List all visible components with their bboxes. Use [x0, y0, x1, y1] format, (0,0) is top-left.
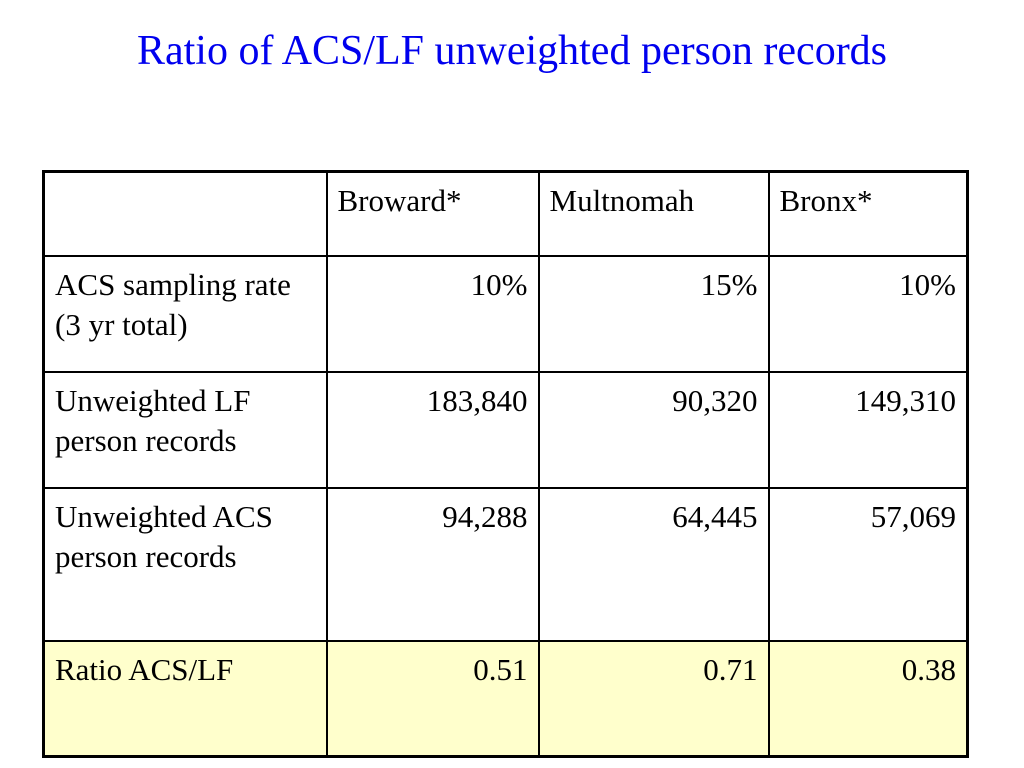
table-cell: 0.71 — [537, 639, 770, 758]
data-table: Broward* Multnomah Bronx* ACS sampling r… — [42, 170, 969, 758]
table-cell: 94,288 — [325, 486, 540, 642]
table-cell: 183,840 — [325, 370, 540, 489]
slide-title: Ratio of ACS/LF unweighted person record… — [136, 28, 888, 74]
table-cell: 57,069 — [767, 486, 969, 642]
table-header-row: Broward* Multnomah Bronx* — [42, 170, 969, 257]
table-cell: 64,445 — [537, 486, 770, 642]
row-label: Unweighted LF person records — [42, 370, 328, 489]
table-cell: 10% — [767, 254, 969, 373]
header-cell-broward: Broward* — [325, 170, 540, 257]
row-label: Unweighted ACS person records — [42, 486, 328, 642]
row-label: Ratio ACS/LF — [42, 639, 328, 758]
row-label: ACS sampling rate (3 yr total) — [42, 254, 328, 373]
table-cell: 0.38 — [767, 639, 969, 758]
table-row: Unweighted LF person records 183,840 90,… — [42, 370, 969, 489]
table-cell: 10% — [325, 254, 540, 373]
header-cell-bronx: Bronx* — [767, 170, 969, 257]
table-cell: 90,320 — [537, 370, 770, 489]
table-cell: 0.51 — [325, 639, 540, 758]
header-cell-empty — [42, 170, 328, 257]
table-row: ACS sampling rate (3 yr total) 10% 15% 1… — [42, 254, 969, 373]
header-cell-multnomah: Multnomah — [537, 170, 770, 257]
table-cell: 149,310 — [767, 370, 969, 489]
table-row-ratio: Ratio ACS/LF 0.51 0.71 0.38 — [42, 639, 969, 758]
table-cell: 15% — [537, 254, 770, 373]
table-row: Unweighted ACS person records 94,288 64,… — [42, 486, 969, 642]
